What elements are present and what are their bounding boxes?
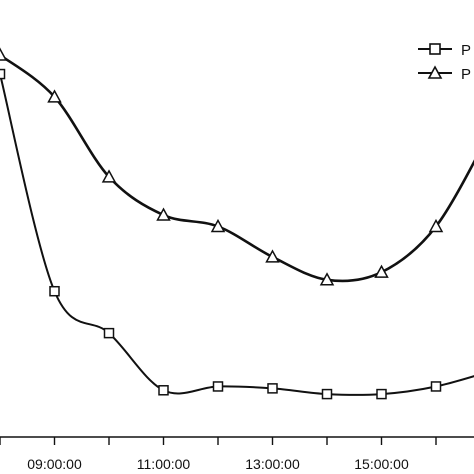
legend-label-triangle: P xyxy=(461,66,471,83)
x-tick-label: 09:00:00 xyxy=(27,456,82,472)
data-point-triangle xyxy=(428,218,444,233)
data-point-square xyxy=(321,388,333,400)
data-point-triangle xyxy=(101,169,117,183)
x-tick-label: 11:00:00 xyxy=(137,456,191,472)
data-point-square xyxy=(267,383,278,394)
data-point-square xyxy=(376,388,387,400)
series-layer xyxy=(0,47,474,400)
data-point-triangle xyxy=(0,47,8,61)
data-point-square xyxy=(212,381,224,392)
data-point-square xyxy=(103,327,115,339)
data-point-triangle xyxy=(47,89,62,103)
legend-marker-square xyxy=(429,43,441,55)
legend-marker-triangle xyxy=(427,65,443,79)
data-point-square xyxy=(49,285,60,297)
data-point-triangle xyxy=(210,218,226,233)
legend-label-square: P xyxy=(461,42,471,59)
x-tick-label: 15:00:00 xyxy=(354,456,409,472)
data-point-square xyxy=(430,381,442,392)
series-line-triangle xyxy=(0,53,474,283)
x-tick-label: 13:00:00 xyxy=(245,456,300,472)
data-point-square xyxy=(0,68,6,80)
data-point-triangle xyxy=(374,264,389,278)
data-point-triangle xyxy=(319,272,335,286)
legend: P P xyxy=(418,42,471,83)
data-point-triangle xyxy=(265,249,280,263)
data-point-triangle xyxy=(156,207,171,221)
data-point-square xyxy=(158,385,169,396)
